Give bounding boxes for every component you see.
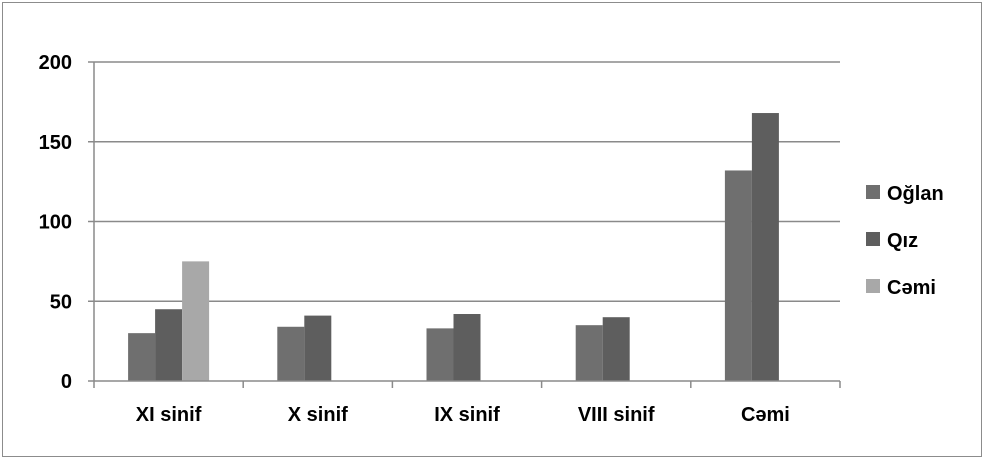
y-tick-labels: 0 50 100 150 200 — [39, 52, 72, 393]
y-tick-label: 100 — [39, 212, 72, 234]
bar — [426, 328, 454, 381]
gridlines — [94, 61, 840, 302]
x-tick-label: X sinif — [288, 404, 348, 426]
x-tick-labels: XI sinif X sinif IX sinif VIII sinif Cəmi — [136, 404, 790, 426]
bars — [128, 113, 779, 381]
bar — [575, 325, 603, 381]
bar — [751, 113, 779, 381]
y-tick-label: 200 — [39, 52, 72, 74]
legend-swatch — [866, 279, 880, 293]
axes — [88, 61, 841, 388]
legend: Oğlan Qız Cəmi — [866, 183, 944, 299]
y-tick-label: 0 — [61, 371, 72, 393]
bar — [724, 170, 752, 381]
legend-swatch — [866, 232, 880, 246]
bar — [304, 315, 332, 381]
x-tick-label: Cəmi — [741, 404, 790, 426]
bar — [182, 261, 210, 381]
bar — [128, 333, 156, 381]
legend-label: Qız — [887, 230, 918, 252]
bar — [277, 326, 305, 381]
bar — [155, 309, 183, 381]
x-tick-label: XI sinif — [136, 404, 202, 426]
x-tick-label: IX sinif — [434, 404, 500, 426]
legend-swatch — [866, 185, 880, 199]
bar — [453, 314, 481, 381]
x-tick-label: VIII sinif — [578, 404, 655, 426]
y-tick-label: 150 — [39, 132, 72, 154]
y-tick-label: 50 — [50, 291, 72, 313]
bar — [602, 317, 630, 381]
legend-label: Cəmi — [887, 277, 936, 299]
legend-label: Oğlan — [887, 183, 944, 205]
